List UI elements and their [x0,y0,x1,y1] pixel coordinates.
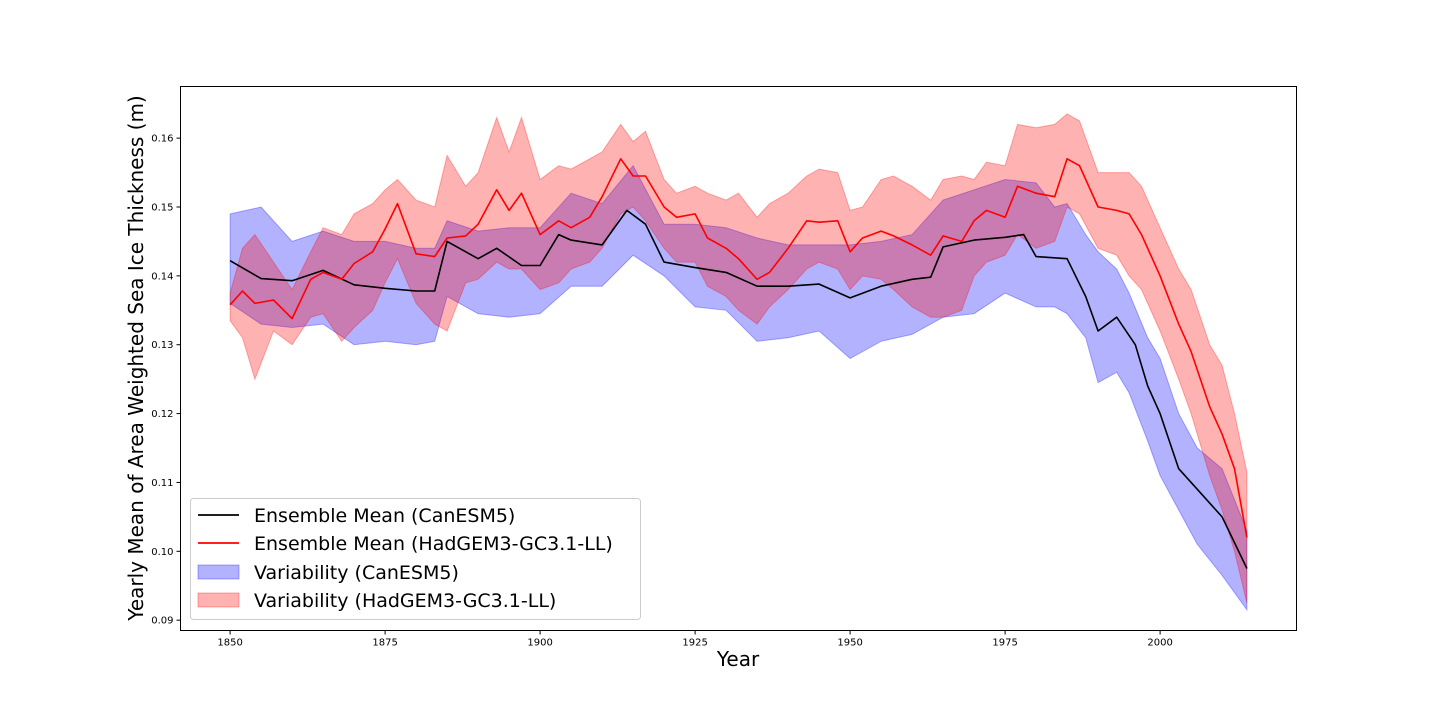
variability-band-canesm5 [229,164,1248,612]
y-tick-label: 0.15 [151,203,173,214]
y-tick-label: 0.10 [151,547,173,558]
x-tick-label: 2000 [1147,638,1172,649]
x-tick-label: 1975 [992,638,1017,649]
ensemble-mean-lines [229,158,1248,569]
y-axis-ticks: 0.09 0.10 0.11 0.12 0.13 0.14 0.15 0.16 [151,134,181,627]
legend-box [190,498,641,620]
plot-frame [180,86,1297,631]
x-axis-ticks: 1850 1875 1900 1925 1950 1975 2000 [217,630,1173,649]
y-tick-label: 0.12 [151,409,173,420]
y-tick-label: 0.16 [151,134,173,145]
y-tick-label: 0.11 [151,478,173,489]
ensemble-mean-line-canesm5 [229,209,1248,569]
y-tick-label: 0.13 [151,340,173,351]
variability-band-hadgem3 [229,113,1248,604]
x-tick-label: 1875 [372,638,397,649]
y-tick-label: 0.14 [151,271,173,282]
variability-bands [229,113,1248,612]
legend-entry-label: Ensemble Mean (HadGEM3-GC3.1-LL) [254,533,613,555]
legend-swatch-band [197,564,240,580]
y-axis-label: Yearly Mean of Area Weighted Sea Ice Thi… [124,95,148,621]
x-axis-label: Year [716,647,760,671]
y-tick-label: 0.09 [151,616,173,627]
x-tick-label: 1950 [837,638,862,649]
legend-entry-label: Variability (CanESM5) [254,562,459,584]
legend-swatch-band [197,592,240,608]
legend-entry-label: Variability (HadGEM3-GC3.1-LL) [254,590,556,612]
x-tick-label: 1925 [682,638,707,649]
legend: Ensemble Mean (CanESM5) Ensemble Mean (Ha… [190,498,641,620]
legend-entry-label: Ensemble Mean (CanESM5) [254,505,515,527]
x-tick-label: 1900 [527,638,552,649]
ensemble-mean-line-hadgem3 [229,158,1248,538]
x-tick-label: 1850 [217,638,242,649]
